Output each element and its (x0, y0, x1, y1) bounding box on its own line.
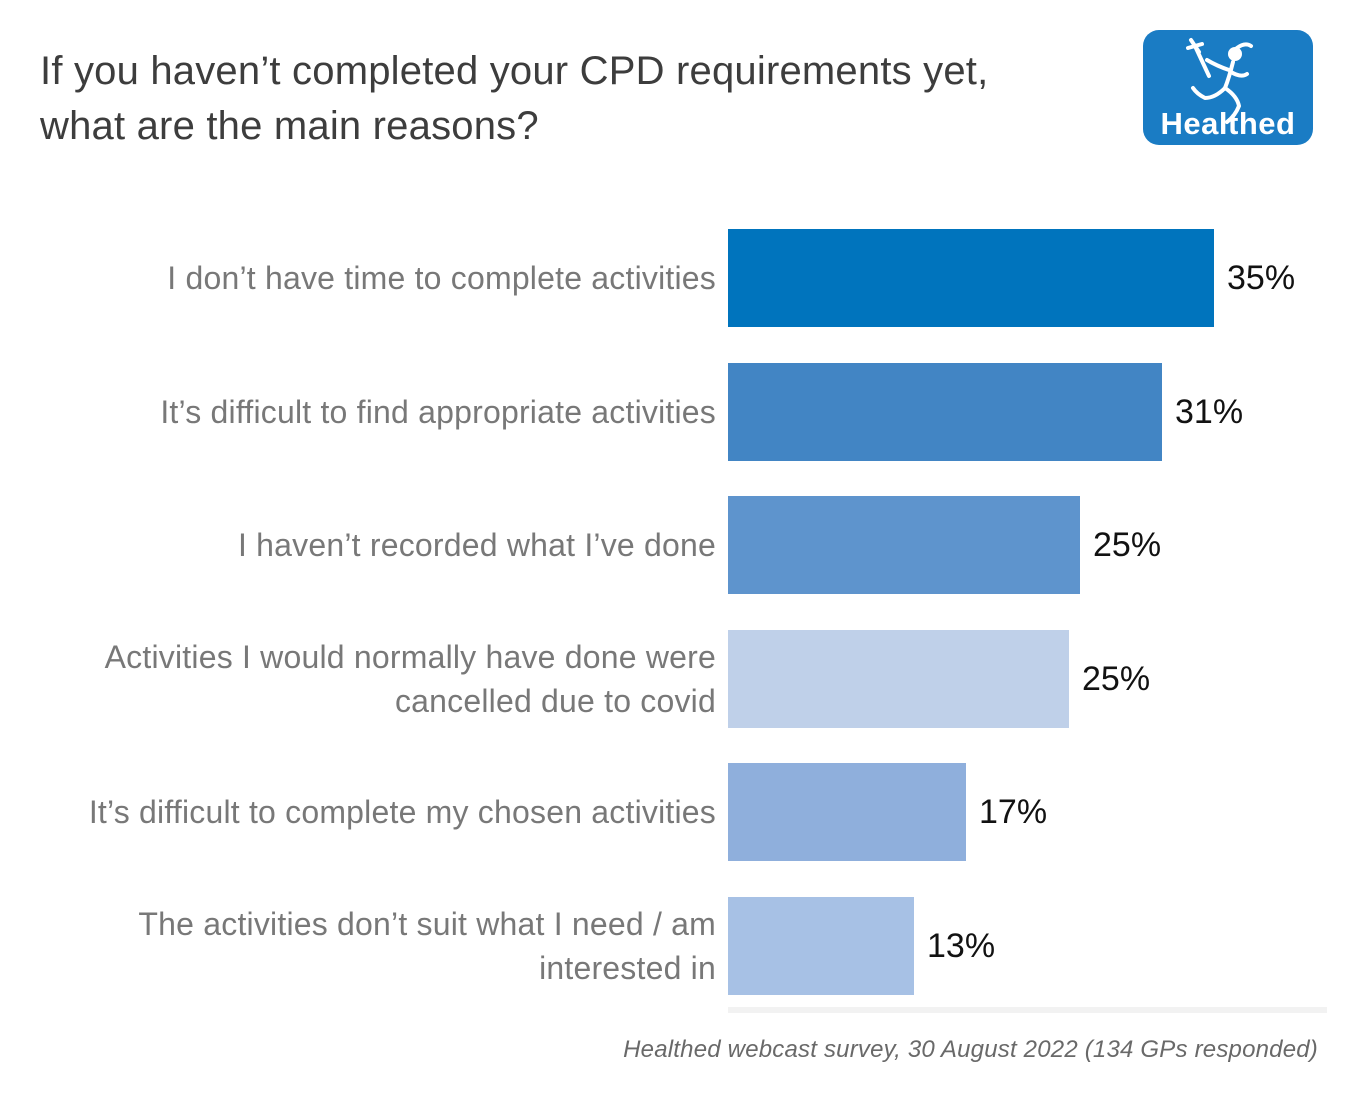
value-label: 25% (1093, 525, 1162, 564)
logo-wordmark: Healthed (1161, 106, 1296, 141)
bar[interactable] (728, 363, 1162, 461)
bar[interactable] (728, 630, 1069, 728)
value-label: 17% (979, 792, 1048, 831)
value-label: 31% (1175, 392, 1244, 431)
category-label: Activities I would normally have done we… (104, 639, 716, 719)
bar[interactable] (728, 763, 966, 861)
bar[interactable] (728, 496, 1080, 594)
value-label: 35% (1227, 258, 1296, 297)
bar-row: The activities don’t suit what I need / … (0, 897, 1350, 995)
category-label: I haven’t recorded what I’ve done (237, 527, 716, 563)
hermes-runner-icon: Healthed (1161, 38, 1296, 141)
page-title: If you haven’t completed your CPD requir… (40, 49, 989, 148)
bar-row: I haven’t recorded what I’ve done 25% (0, 496, 1350, 594)
bar-row: It’s difficult to find appropriate activ… (0, 363, 1350, 461)
category-label: The activities don’t suit what I need / … (138, 906, 716, 986)
source-caption: Healthed webcast survey, 30 August 2022 … (623, 1036, 1318, 1063)
bar[interactable] (728, 229, 1214, 327)
healthed-logo: Healthed (1143, 30, 1313, 145)
category-label: It’s difficult to complete my chosen act… (88, 794, 716, 830)
value-label: 13% (927, 926, 996, 965)
bar-row: I don’t have time to complete activities… (0, 229, 1350, 327)
category-label: It’s difficult to find appropriate activ… (160, 394, 716, 430)
bar[interactable] (728, 897, 914, 995)
axis-strip (728, 1007, 1327, 1013)
category-label: I don’t have time to complete activities (167, 260, 716, 296)
bar-row: Activities I would normally have done we… (0, 630, 1350, 728)
bar-row: It’s difficult to complete my chosen act… (0, 763, 1350, 861)
value-label: 25% (1082, 659, 1151, 698)
